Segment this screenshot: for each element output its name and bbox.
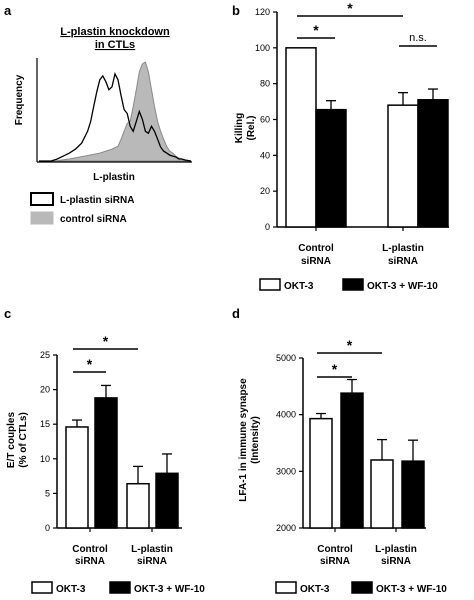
histogram-plot <box>39 61 192 162</box>
y-tick-label: 4000 <box>276 410 296 420</box>
panel-c-group-control-line2: siRNA <box>75 556 105 567</box>
significance-star: * <box>332 361 338 377</box>
legend-label-lplastin-sirna: L-plastin siRNA <box>60 195 134 206</box>
bar-okt3-wf10-control <box>340 392 364 529</box>
bar-okt3-lplastin <box>387 104 419 228</box>
significance-label-ns: n.s. <box>409 32 427 44</box>
y-tick-label: 5 <box>45 488 50 498</box>
panel-a: a L-plastin knockdown in CTLs Frequency … <box>4 3 192 225</box>
panel-d-group-lplastin-line1: L-plastin <box>375 544 417 555</box>
panel-c: c E/T couples (% of CTLs) 0 5 10 15 20 25 * * C… <box>4 306 205 595</box>
y-tick-label: 25 <box>40 350 50 360</box>
panel-d: d LFA-1 in immune synapse (Intensity) 20… <box>232 306 447 595</box>
y-tick-label: 15 <box>40 419 50 429</box>
panel-a-title-line1: L-plastin knockdown <box>60 26 170 38</box>
y-tick-label: 20 <box>40 385 50 395</box>
panel-b-letter: b <box>232 3 240 18</box>
legend-swatch-okt3 <box>275 581 297 594</box>
panel-d-group-control-line1: Control <box>317 544 353 555</box>
y-tick-label: 100 <box>255 43 270 53</box>
legend-swatch-okt3-wf10 <box>342 278 364 291</box>
bar-okt3-wf10-control <box>94 397 118 529</box>
panel-c-ylabel-line2: (% of CTLs) <box>18 412 29 468</box>
y-tick-label: 3000 <box>276 466 296 476</box>
significance-star: * <box>347 337 353 353</box>
panel-b-ylabel-line2: (Rel.) <box>246 116 257 141</box>
panel-d-group-lplastin-line2: siRNA <box>381 556 411 567</box>
legend-label-okt3: OKT-3 <box>56 584 86 595</box>
significance-star: * <box>103 333 109 349</box>
legend-swatch-okt3-wf10 <box>109 581 131 594</box>
y-tick-label: 0 <box>265 222 270 232</box>
panel-d-ylabel-line2: (Intensity) <box>250 416 261 464</box>
bar-okt3-control <box>65 426 89 529</box>
panel-b-group-lplastin-line2: siRNA <box>388 256 418 267</box>
y-tick-label: 0 <box>45 523 50 533</box>
legend-label-okt3-wf10: OKT-3 + WF-10 <box>134 584 205 595</box>
legend-swatch-okt3-wf10 <box>351 581 373 594</box>
panel-d-group-control-line2: siRNA <box>320 556 350 567</box>
panel-d-plot: 2000 3000 4000 5000 * * <box>276 337 426 533</box>
legend-swatch-control-sirna <box>30 211 54 225</box>
panel-c-ylabel-line1: E/T couples <box>6 412 17 469</box>
legend-swatch-okt3 <box>31 581 53 594</box>
panel-b: b Killing (Rel.) 0 20 40 60 80 100 120 * * n.s. C… <box>232 0 449 292</box>
significance-star: * <box>87 356 93 372</box>
panel-d-ylabel-line1: LFA-1 in immune synapse <box>238 378 249 502</box>
panel-b-group-control-line2: siRNA <box>301 256 331 267</box>
panel-c-letter: c <box>4 306 11 321</box>
bar-okt3-wf10-lplastin <box>401 460 425 529</box>
y-tick-label: 60 <box>260 115 270 125</box>
y-tick-label: 120 <box>255 7 270 17</box>
panel-d-legend: OKT-3 OKT-3 + WF-10 <box>275 581 447 595</box>
panel-c-group-lplastin-line1: L-plastin <box>131 544 173 555</box>
bar-okt3-lplastin <box>126 482 150 529</box>
bar-okt3-lplastin <box>370 459 394 529</box>
legend-label-control-sirna: control siRNA <box>60 214 127 225</box>
panel-c-plot: 0 5 10 15 20 25 * * <box>40 333 182 533</box>
panel-a-letter: a <box>4 3 12 18</box>
legend-label-okt3: OKT-3 <box>300 584 330 595</box>
panel-b-group-lplastin-line1: L-plastin <box>382 243 424 254</box>
y-tick-label: 20 <box>260 186 270 196</box>
panel-c-legend: OKT-3 OKT-3 + WF-10 <box>31 581 205 595</box>
legend-swatch-okt3 <box>259 278 281 291</box>
panel-b-legend: OKT-3 OKT-3 + WF-10 <box>259 278 438 292</box>
panel-a-title-line2: in CTLs <box>95 39 135 51</box>
y-tick-label: 10 <box>40 454 50 464</box>
panel-c-group-control-line1: Control <box>72 544 108 555</box>
y-tick-label: 80 <box>260 79 270 89</box>
panel-b-plot: 0 20 40 60 80 100 120 * * n.s. <box>255 0 449 232</box>
histogram-lplastin-sirna <box>39 72 192 162</box>
panel-c-group-lplastin-line2: siRNA <box>137 556 167 567</box>
bar-okt3-wf10-control <box>315 108 347 228</box>
legend-label-okt3-wf10: OKT-3 + WF-10 <box>367 281 438 292</box>
panel-b-ylabel-line1: Killing <box>234 113 245 144</box>
histogram-control-sirna <box>39 61 192 162</box>
y-tick-label: 5000 <box>276 353 296 363</box>
legend-label-okt3: OKT-3 <box>284 281 314 292</box>
bar-okt3-wf10-lplastin <box>417 99 449 228</box>
y-tick-label: 40 <box>260 150 270 160</box>
panel-d-letter: d <box>232 306 240 321</box>
panel-a-legend: L-plastin siRNA control siRNA <box>30 192 134 225</box>
y-tick-label: 2000 <box>276 523 296 533</box>
legend-label-okt3-wf10: OKT-3 + WF-10 <box>376 584 447 595</box>
panel-b-group-control-line1: Control <box>298 243 334 254</box>
significance-star: * <box>347 0 353 16</box>
legend-swatch-lplastin-sirna <box>30 192 54 206</box>
bar-okt3-control <box>285 47 317 228</box>
panel-a-ylabel: Frequency <box>14 74 25 125</box>
bar-okt3-control <box>309 417 333 529</box>
bar-okt3-wf10-lplastin <box>155 472 179 529</box>
panel-a-xlabel: L-plastin <box>93 172 135 183</box>
significance-star: * <box>313 22 319 38</box>
